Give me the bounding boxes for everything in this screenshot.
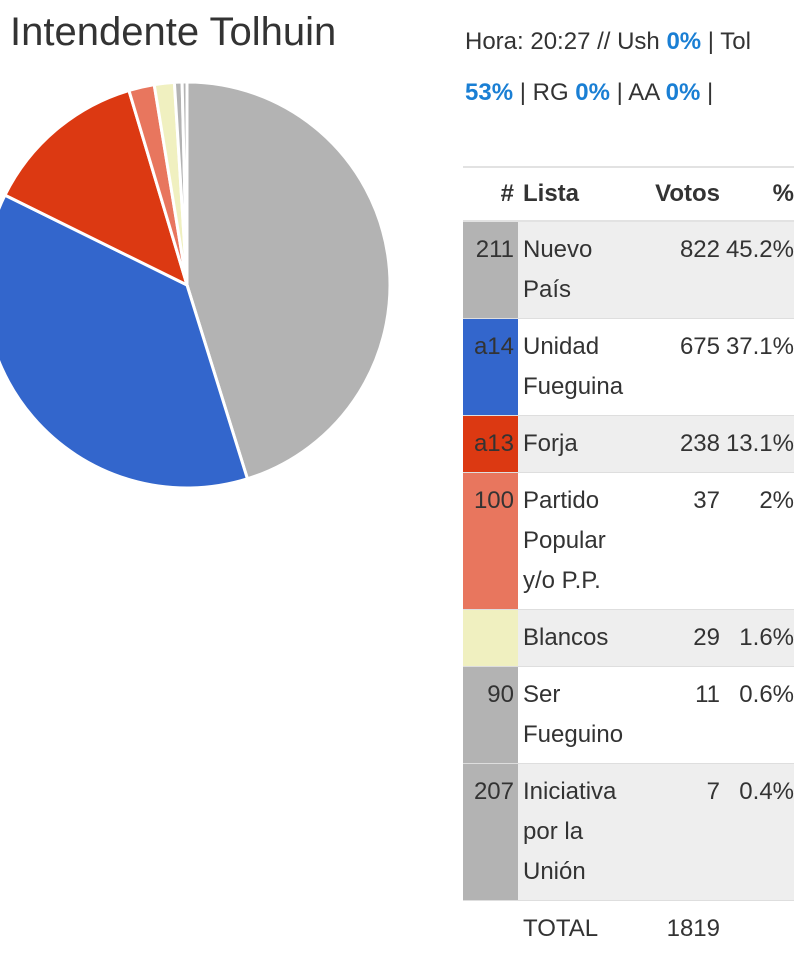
row-lista: Forja (518, 416, 640, 473)
row-votos: 29 (640, 610, 720, 667)
row-lista: Unidad Fueguina (518, 319, 640, 416)
row-lista: Iniciativa por la Unión (518, 764, 640, 901)
table-row: 100 Partido Popular y/o P.P. 37 2% (463, 473, 794, 610)
header-lista[interactable]: Lista (518, 167, 640, 221)
row-color-num: 211 (463, 221, 518, 319)
table-header-row: # Lista Votos % (463, 167, 794, 221)
row-color-num: a14 (463, 319, 518, 416)
row-lista: Ser Fueguino (518, 667, 640, 764)
row-pct: 13.1% (720, 416, 794, 473)
row-color-num: 207 (463, 764, 518, 901)
table-row: Blancos 29 1.6% (463, 610, 794, 667)
row-color-num: a13 (463, 416, 518, 473)
results-table: # Lista Votos % 211 Nuevo País 822 45.2%… (463, 166, 794, 957)
table-row: 207 Iniciativa por la Unión 7 0.4% (463, 764, 794, 901)
status-item-rg: RG 0% | (533, 79, 623, 106)
row-color-num (463, 610, 518, 667)
status-item-aa: AA 0% | (628, 79, 713, 106)
row-pct: 0.4% (720, 764, 794, 901)
row-votos: 675 (640, 319, 720, 416)
pie-chart (0, 0, 460, 520)
row-lista: Nuevo País (518, 221, 640, 319)
status-item-ush: Ush 0% | (617, 28, 714, 55)
header-pct[interactable]: % (720, 167, 794, 221)
status-pct-ush: 0% (666, 28, 701, 55)
row-votos: 37 (640, 473, 720, 610)
table-row: a14 Unidad Fueguina 675 37.1% (463, 319, 794, 416)
header-votos[interactable]: Votos (640, 167, 720, 221)
table-row: 90 Ser Fueguino 11 0.6% (463, 667, 794, 764)
row-pct: 2% (720, 473, 794, 610)
table-row: 211 Nuevo País 822 45.2% (463, 221, 794, 319)
row-pct: 1.6% (720, 610, 794, 667)
row-votos: 822 (640, 221, 720, 319)
row-votos: 238 (640, 416, 720, 473)
status-line: Hora: 20:27 // Ush 0% | Tol 53% | RG 0% … (465, 16, 785, 118)
status-pct-aa: 0% (666, 79, 701, 106)
row-color-num: 100 (463, 473, 518, 610)
pie-chart-svg (0, 0, 460, 520)
row-pct: 45.2% (720, 221, 794, 319)
row-lista: Partido Popular y/o P.P. (518, 473, 640, 610)
row-pct: 37.1% (720, 319, 794, 416)
row-votos: 7 (640, 764, 720, 901)
status-pct-tol: 53% (465, 79, 513, 106)
row-pct: 0.6% (720, 667, 794, 764)
page-title: Intendente Tolhuin (10, 10, 336, 55)
row-color-num: 90 (463, 667, 518, 764)
header-num[interactable]: # (463, 167, 518, 221)
status-pct-rg: 0% (575, 79, 610, 106)
row-lista: Blancos (518, 610, 640, 667)
hora-label: Hora: 20:27 // (465, 28, 610, 55)
table-row: a13 Forja 238 13.1% (463, 416, 794, 473)
row-votos: 11 (640, 667, 720, 764)
